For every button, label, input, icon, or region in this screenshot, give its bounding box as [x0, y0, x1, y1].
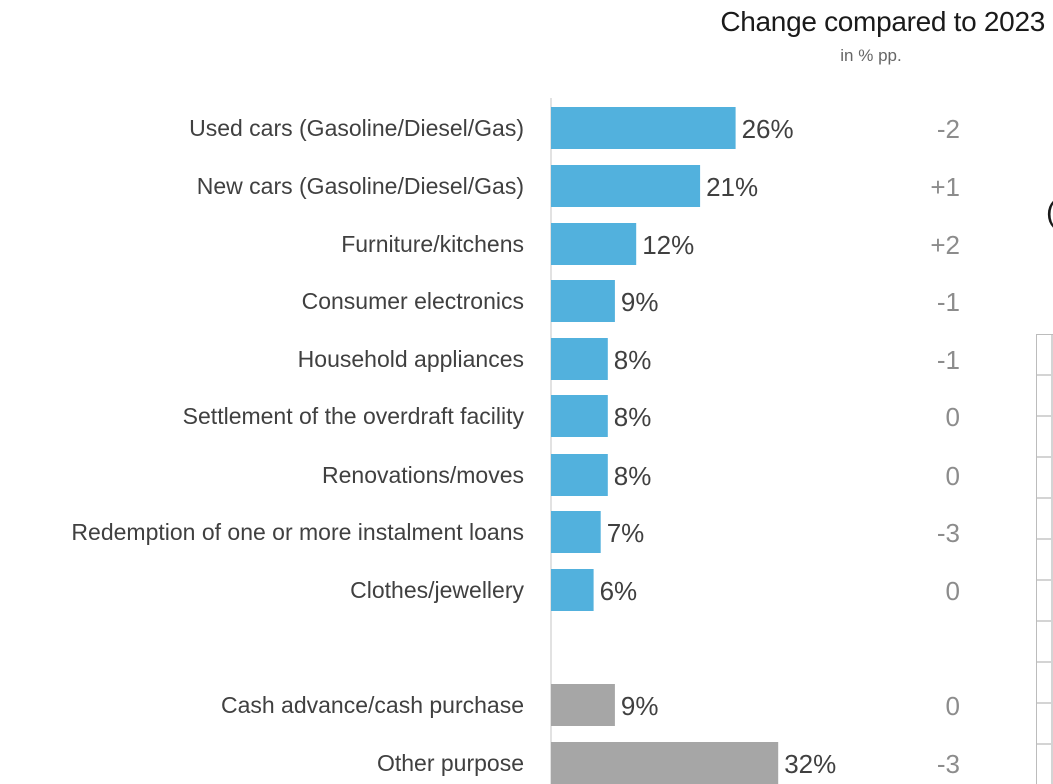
category-label: Other purpose: [377, 750, 524, 776]
change-value: 0: [946, 461, 960, 491]
category-label: Consumer electronics: [302, 288, 524, 314]
data-label: 9%: [621, 287, 659, 317]
change-value: 0: [946, 691, 960, 721]
change-column-title: Change compared to 2023: [720, 6, 1045, 37]
bar: [551, 454, 608, 496]
change-value: 0: [946, 402, 960, 432]
cropped-table-fragment: [1036, 334, 1053, 784]
bar: [551, 338, 608, 380]
change-value: -1: [937, 345, 960, 375]
change-value: -3: [937, 749, 960, 779]
bar: [551, 165, 701, 207]
change-column-unit: in % pp.: [840, 46, 902, 65]
change-value: 0: [946, 576, 960, 606]
bar: [551, 107, 736, 149]
change-value: +1: [930, 172, 960, 202]
bar: [551, 684, 615, 726]
category-label: Household appliances: [298, 346, 524, 372]
data-label: 21%: [706, 172, 758, 202]
category-label: Renovations/moves: [322, 462, 524, 488]
data-label: 8%: [614, 402, 652, 432]
data-label: 7%: [607, 518, 645, 548]
data-label: 26%: [742, 114, 794, 144]
bar: [551, 742, 779, 784]
data-label: 9%: [621, 691, 659, 721]
category-label: Used cars (Gasoline/Diesel/Gas): [189, 115, 524, 141]
data-label: 32%: [784, 749, 836, 779]
category-label: Clothes/jewellery: [350, 577, 524, 603]
category-label: Cash advance/cash purchase: [221, 692, 524, 718]
bar: [551, 280, 615, 322]
data-label: 6%: [600, 576, 638, 606]
change-value: -3: [937, 518, 960, 548]
category-label: Settlement of the overdraft facility: [183, 403, 525, 429]
category-label: New cars (Gasoline/Diesel/Gas): [197, 173, 524, 199]
change-value: -2: [937, 114, 960, 144]
cropped-table-divider: [1051, 335, 1053, 784]
category-label: Redemption of one or more instalment loa…: [71, 519, 524, 545]
bar: [551, 223, 637, 265]
change-value: -1: [937, 287, 960, 317]
data-label: 12%: [642, 230, 694, 260]
data-label: 8%: [614, 461, 652, 491]
category-label: Furniture/kitchens: [341, 231, 524, 257]
bar: [551, 395, 608, 437]
cropped-heading-fragment: (: [1046, 196, 1053, 230]
data-label: 8%: [614, 345, 652, 375]
bar: [551, 511, 601, 553]
change-value: +2: [930, 230, 960, 260]
bar: [551, 569, 594, 611]
